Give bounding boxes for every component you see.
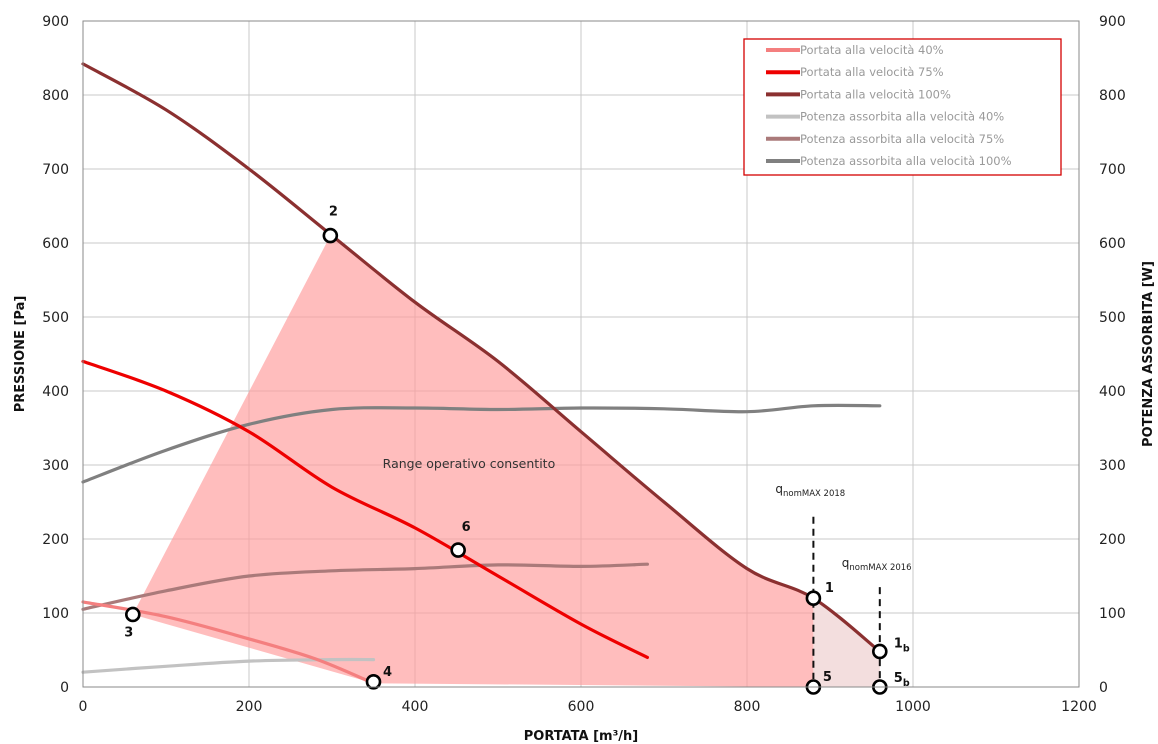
series-line-4 [81,657,376,674]
point-label: 2 [329,205,338,220]
y2-tick-label: 700 [1099,162,1126,178]
y-tick-label: 400 [42,384,69,400]
y-tick-label: 0 [60,680,69,696]
axes: 0 200 400 600 800 1000 12000100200300400500600… [13,14,1156,744]
x-axis-title: PORTATA [m³/h] [524,729,639,744]
annotation-label: qnomMAX 2018 [775,482,845,499]
annotation-label-subscript: nomMAX 2016 [849,563,911,573]
operating-range-extension [813,598,880,687]
point-label-main: 1 [894,636,903,651]
y2-tick-label: 100 [1099,606,1126,622]
annotation-label: qnomMAX 2016 [842,556,912,573]
point-label-main: 5 [894,671,903,686]
point-marker [805,590,822,607]
legend-label: Portata alla velocità 40% [800,43,944,57]
point-label: 6 [462,520,471,535]
series-line-6 [81,403,882,484]
y-tick-label: 100 [42,606,69,622]
y2-axis-title: POTENZA ASSORBITA [W] [1141,261,1156,447]
legend-label: Portata alla velocità 100% [800,87,951,101]
y2-tick-label: 300 [1099,458,1126,474]
series-line-5 [81,562,649,611]
y2-tick-label: 800 [1099,88,1126,104]
x-tick-label: 0 [79,699,88,715]
y-tick-label: 800 [42,88,69,104]
annotation-label-subscript: nomMAX 2018 [783,489,845,499]
annotation-label-main: q [775,482,783,496]
point-label: 5b [894,671,910,689]
legend: Portata alla velocità 40% Portata alla ve… [743,38,1062,176]
y-tick-label: 700 [42,162,69,178]
x-tick-label: 600 [568,699,595,715]
x-tick-label: 200 [236,699,263,715]
operating-range-region: Range operativo consentito [132,235,880,687]
y2-tick-label: 900 [1099,14,1126,30]
annotation-label-main: q [842,556,850,570]
y-tick-label: 300 [42,458,69,474]
point-marker [125,606,141,623]
y-tick-label: 900 [42,14,69,30]
point-label: 4 [383,665,392,680]
point-marker [871,643,888,660]
x-tick-label: 1000 [895,699,931,715]
y-axis-title: PRESSIONE [Pa] [13,296,28,413]
y2-tick-label: 400 [1099,384,1126,400]
y2-tick-label: 0 [1099,680,1108,696]
point-label-subscript: b [903,678,910,689]
point-marker [322,227,339,244]
series-line-3 [81,62,882,654]
y2-tick-label: 200 [1099,532,1126,548]
y-tick-label: 200 [42,532,69,548]
legend-label: Potenza assorbita alla velocità 75% [800,132,1004,146]
operating-range-area [132,235,814,687]
y-tick-label: 500 [42,310,69,326]
point-label: 3 [124,625,133,640]
y-tick-label: 600 [42,236,69,252]
point-marker [450,542,466,558]
x-tick-label: 400 [402,699,429,715]
plot-frame [82,20,1080,688]
legend-label: Potenza assorbita alla velocità 100% [800,154,1012,168]
point-label: 5 [823,670,832,685]
x-tick-label: 1200 [1061,699,1097,715]
legend-label: Portata alla velocità 75% [800,65,944,79]
y2-tick-label: 600 [1099,236,1126,252]
point-label: 1b [894,636,910,654]
legend-box [743,38,1062,176]
y2-tick-label: 500 [1099,310,1126,326]
point-marker [365,674,382,690]
point-label: 1 [825,581,834,596]
point-label-subscript: b [903,643,910,654]
series-line-2 [81,359,649,659]
legend-label: Potenza assorbita alla velocità 40% [800,110,1004,124]
operating-range-label: Range operativo consentito [383,456,556,471]
x-tick-label: 800 [734,699,761,715]
